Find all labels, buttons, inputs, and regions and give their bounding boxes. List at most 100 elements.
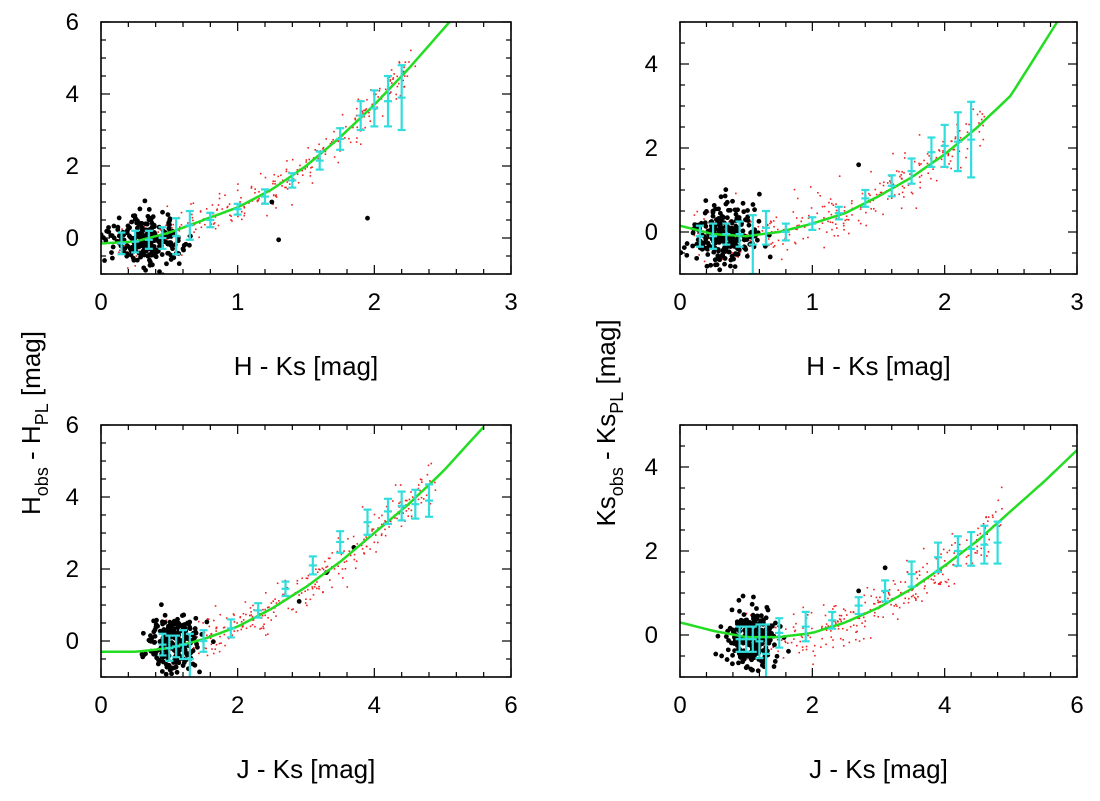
- red-point: [919, 181, 922, 184]
- red-point: [777, 625, 779, 627]
- red-point: [402, 512, 405, 514]
- binned-errorbar: [179, 629, 187, 661]
- red-point: [308, 158, 311, 161]
- red-point: [224, 194, 226, 197]
- red-point: [985, 516, 988, 518]
- red-point: [171, 227, 173, 229]
- red-point: [840, 620, 843, 623]
- red-point: [319, 568, 321, 571]
- black-point: [758, 613, 764, 619]
- red-point: [264, 176, 267, 179]
- red-point: [369, 548, 371, 550]
- red-point: [389, 79, 392, 81]
- red-point: [301, 169, 303, 172]
- red-point: [346, 586, 349, 588]
- red-point: [859, 222, 862, 225]
- red-point: [333, 568, 336, 570]
- black-point: [740, 200, 746, 206]
- black-point: [730, 652, 735, 658]
- red-point: [850, 202, 853, 205]
- red-point: [398, 62, 401, 64]
- red-point: [216, 209, 218, 211]
- red-point: [900, 177, 903, 180]
- black-point: [740, 653, 746, 659]
- red-point: [776, 638, 779, 641]
- red-point: [190, 203, 192, 205]
- binned-errorbar: [206, 211, 215, 229]
- red-point: [942, 573, 944, 576]
- red-point: [954, 136, 957, 138]
- red-point: [345, 125, 347, 128]
- red-point: [187, 640, 190, 643]
- red-point: [934, 581, 937, 584]
- black-point: [181, 612, 187, 618]
- red-point: [430, 462, 433, 465]
- black-point: [724, 657, 730, 662]
- red-point: [377, 527, 379, 529]
- red-point: [384, 88, 387, 91]
- black-point: [699, 246, 705, 252]
- black-point: [713, 239, 719, 244]
- red-point: [842, 644, 845, 647]
- red-point: [377, 96, 379, 98]
- red-point: [838, 614, 841, 617]
- red-point: [897, 589, 900, 591]
- red-point: [825, 231, 828, 233]
- red-point: [324, 150, 327, 153]
- black-point: [736, 597, 742, 603]
- red-point: [883, 181, 885, 184]
- red-point: [254, 188, 256, 190]
- y-tick-label: 0: [645, 622, 658, 649]
- red-point: [216, 208, 219, 211]
- red-point: [696, 210, 699, 213]
- red-point: [795, 622, 797, 625]
- red-point: [837, 625, 840, 627]
- red-point: [311, 166, 313, 168]
- black-point: [109, 250, 114, 255]
- red-point: [796, 228, 798, 231]
- binned-errorbar: [356, 100, 365, 132]
- black-point: [726, 249, 732, 255]
- red-point: [226, 205, 229, 208]
- red-point: [831, 202, 833, 205]
- red-point: [301, 174, 304, 176]
- red-point: [836, 227, 838, 229]
- red-point: [767, 238, 770, 240]
- red-point: [363, 552, 365, 554]
- red-point: [773, 225, 775, 228]
- red-point: [903, 172, 905, 174]
- black-point: [684, 252, 690, 258]
- red-point: [434, 489, 437, 491]
- red-point: [388, 526, 390, 528]
- red-point: [304, 590, 306, 593]
- binned-errorbar: [425, 483, 433, 518]
- red-point: [384, 520, 386, 522]
- red-point: [794, 242, 797, 245]
- red-point: [880, 191, 883, 194]
- red-point: [793, 188, 796, 191]
- red-point: [352, 535, 355, 538]
- red-point: [215, 626, 218, 629]
- black-point: [723, 187, 729, 193]
- black-point: [149, 262, 155, 268]
- red-point: [980, 554, 983, 556]
- black-point: [111, 235, 117, 241]
- red-point: [165, 619, 168, 622]
- red-point: [809, 186, 812, 188]
- red-point: [403, 75, 406, 77]
- red-point: [930, 578, 933, 581]
- red-point: [298, 594, 300, 596]
- red-point: [311, 587, 314, 590]
- red-point: [363, 538, 365, 541]
- black-point: [140, 654, 146, 660]
- black-point: [106, 225, 111, 230]
- black-point: [159, 619, 165, 625]
- red-point: [251, 623, 254, 626]
- red-point: [800, 635, 803, 637]
- red-point: [123, 244, 125, 247]
- black-point: [141, 265, 147, 271]
- red-point: [913, 160, 916, 163]
- red-point: [898, 606, 901, 609]
- red-point: [229, 214, 231, 217]
- red-point: [822, 604, 825, 606]
